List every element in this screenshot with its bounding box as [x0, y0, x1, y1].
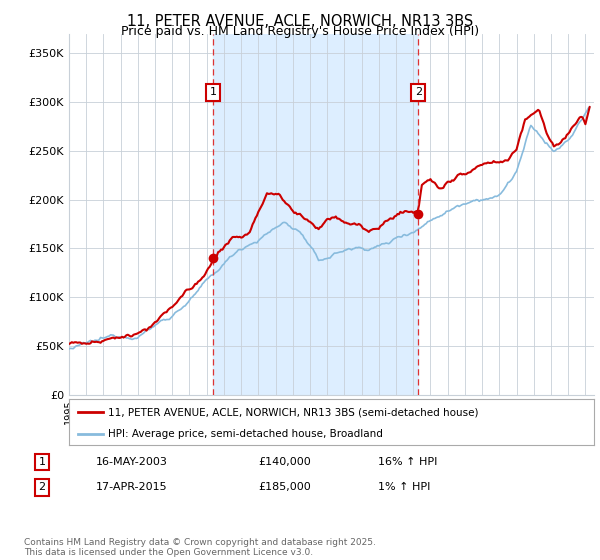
Text: Price paid vs. HM Land Registry's House Price Index (HPI): Price paid vs. HM Land Registry's House …	[121, 25, 479, 38]
Bar	[213, 34, 418, 395]
Text: HPI: Average price, semi-detached house, Broadland: HPI: Average price, semi-detached house,…	[109, 429, 383, 438]
Text: 16% ↑ HPI: 16% ↑ HPI	[378, 457, 437, 467]
Text: 1: 1	[38, 457, 46, 467]
Text: £140,000: £140,000	[258, 457, 311, 467]
Text: Contains HM Land Registry data © Crown copyright and database right 2025.
This d: Contains HM Land Registry data © Crown c…	[24, 538, 376, 557]
Text: 2: 2	[415, 87, 422, 97]
Text: 1% ↑ HPI: 1% ↑ HPI	[378, 482, 430, 492]
Text: 11, PETER AVENUE, ACLE, NORWICH, NR13 3BS: 11, PETER AVENUE, ACLE, NORWICH, NR13 3B…	[127, 14, 473, 29]
Text: 11, PETER AVENUE, ACLE, NORWICH, NR13 3BS (semi-detached house): 11, PETER AVENUE, ACLE, NORWICH, NR13 3B…	[109, 407, 479, 417]
Text: £185,000: £185,000	[258, 482, 311, 492]
Text: 1: 1	[209, 87, 217, 97]
Text: 16-MAY-2003: 16-MAY-2003	[96, 457, 168, 467]
Text: 2: 2	[38, 482, 46, 492]
Text: 17-APR-2015: 17-APR-2015	[96, 482, 167, 492]
